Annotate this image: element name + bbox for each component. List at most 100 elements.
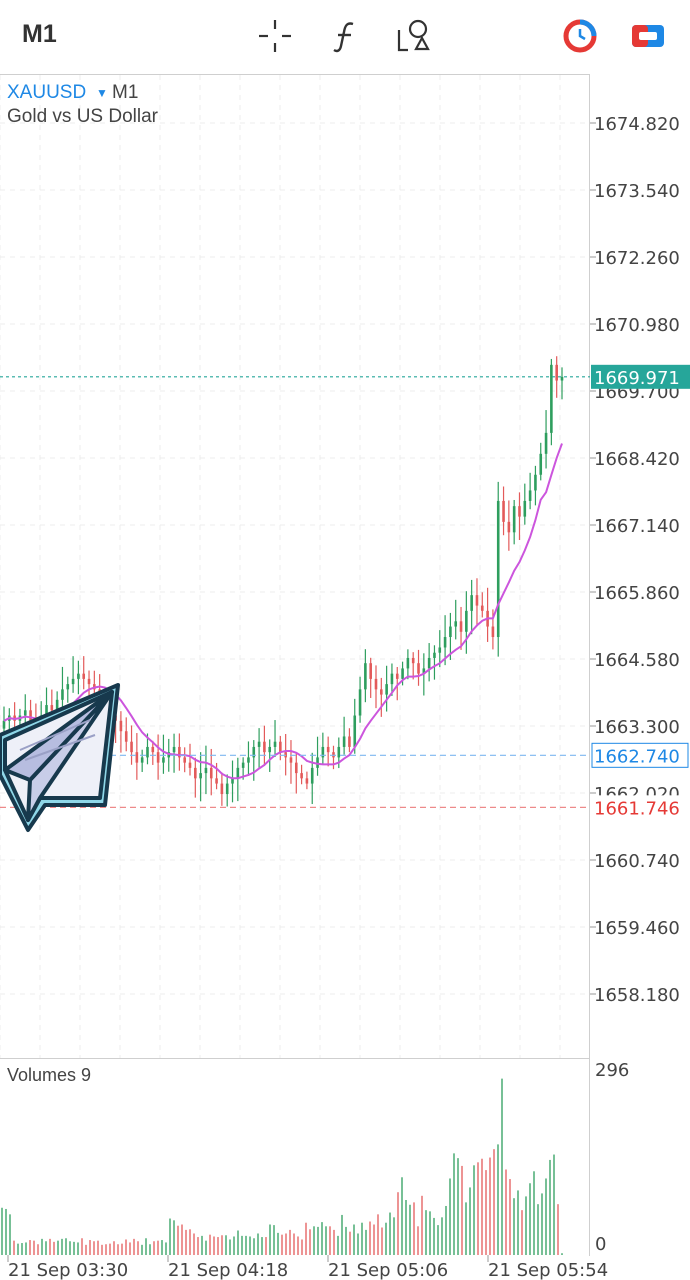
candle-body bbox=[316, 757, 319, 768]
candle-body bbox=[300, 773, 303, 779]
candle-body bbox=[162, 757, 165, 763]
candle-body bbox=[449, 626, 452, 638]
price-axis-label: 1672.260 bbox=[594, 248, 680, 269]
trade-icon[interactable] bbox=[628, 16, 668, 56]
candle-body bbox=[438, 647, 442, 653]
price-axis-label: 1663.300 bbox=[594, 717, 680, 738]
time-axis-label: 21 Sep 04:18 bbox=[168, 1260, 288, 1280]
candle-body bbox=[417, 663, 420, 674]
candle-body bbox=[268, 746, 272, 753]
candle-body bbox=[50, 705, 54, 711]
candle-body bbox=[395, 673, 399, 679]
candle-body bbox=[310, 767, 314, 784]
candle-body bbox=[252, 746, 256, 758]
candle-body bbox=[199, 773, 202, 779]
candle-body bbox=[231, 778, 234, 784]
bid-price-label: 1669.971 bbox=[594, 368, 680, 389]
level-label-red: 1661.746 bbox=[594, 798, 680, 819]
candle-body bbox=[45, 705, 48, 716]
candle-body bbox=[130, 741, 133, 753]
candle-body bbox=[294, 762, 298, 774]
candle-body bbox=[353, 715, 357, 747]
candle-body bbox=[401, 668, 404, 679]
bid-price-tag bbox=[591, 364, 690, 389]
candle-body bbox=[2, 720, 6, 729]
price-axis-label: 1660.740 bbox=[594, 851, 680, 872]
candle-body bbox=[156, 752, 160, 763]
time-axis-label: 21 Sep 05:54 bbox=[488, 1260, 608, 1280]
candle-body bbox=[406, 657, 410, 669]
candle-body bbox=[151, 746, 155, 753]
candle-body bbox=[321, 746, 325, 758]
candle-body bbox=[380, 689, 383, 695]
candle-body bbox=[61, 689, 64, 700]
candle-body bbox=[140, 757, 144, 763]
candle-body bbox=[263, 741, 266, 753]
candle-body bbox=[225, 783, 229, 795]
candle-body bbox=[29, 710, 32, 721]
candle-body bbox=[374, 678, 378, 690]
price-axis-label: 1664.580 bbox=[594, 650, 680, 671]
candle-body bbox=[178, 746, 181, 758]
candle-body bbox=[247, 757, 250, 763]
symbol-label[interactable]: XAUUSD bbox=[7, 82, 87, 103]
candle-body bbox=[369, 663, 372, 679]
time-axis-label: 21 Sep 03:30 bbox=[8, 1260, 128, 1280]
one-click-trading-icon[interactable] bbox=[560, 16, 600, 56]
indicators-icon[interactable] bbox=[325, 16, 365, 56]
objects-icon[interactable] bbox=[394, 16, 434, 56]
symbol-dropdown-icon[interactable]: ▼ bbox=[96, 86, 108, 100]
candle-body bbox=[507, 521, 511, 533]
candle-body bbox=[119, 720, 123, 732]
top-toolbar: M1 bbox=[0, 0, 690, 74]
candle-body bbox=[82, 673, 86, 679]
candle-body bbox=[71, 678, 75, 685]
candle-body bbox=[146, 746, 149, 758]
candle-body bbox=[364, 663, 367, 690]
candle-body bbox=[411, 657, 415, 664]
candle-body bbox=[385, 684, 388, 695]
candle-body bbox=[348, 736, 351, 747]
candle-body bbox=[215, 778, 218, 784]
level-label-blue: 1662.740 bbox=[594, 746, 680, 767]
candle-body bbox=[475, 595, 479, 606]
candle-body bbox=[183, 757, 186, 763]
candle-body bbox=[534, 474, 537, 491]
candle-body bbox=[66, 684, 70, 690]
candle-body bbox=[188, 762, 192, 768]
candle-body bbox=[550, 364, 553, 433]
candle-body bbox=[512, 506, 516, 533]
candle-body bbox=[523, 500, 527, 517]
price-axis-label: 1667.140 bbox=[594, 516, 680, 537]
candle-body bbox=[422, 668, 426, 674]
candle-body bbox=[496, 500, 500, 638]
candle-body bbox=[358, 689, 362, 716]
candle-body bbox=[305, 778, 309, 784]
price-axis-label: 1659.460 bbox=[594, 918, 680, 939]
candle-body bbox=[502, 500, 505, 522]
candle-body bbox=[491, 626, 495, 638]
candle-body bbox=[236, 767, 240, 779]
candle-body bbox=[443, 637, 447, 648]
symbol-description: Gold vs US Dollar bbox=[7, 106, 158, 127]
paper-plane-icon bbox=[0, 683, 120, 832]
crosshair-icon[interactable] bbox=[255, 16, 295, 56]
candle-body bbox=[220, 783, 224, 795]
volume-axis-label: 0 bbox=[595, 1234, 606, 1255]
candle-body bbox=[135, 752, 139, 763]
candle-body bbox=[172, 746, 176, 753]
candle-body bbox=[257, 741, 261, 747]
candle-body bbox=[433, 652, 436, 658]
moving-average-line bbox=[3, 443, 563, 780]
timeframe-button[interactable]: M1 bbox=[22, 20, 57, 48]
candle-body bbox=[480, 605, 484, 611]
candle-body bbox=[87, 678, 91, 685]
candle-body bbox=[560, 376, 564, 381]
level-tag-red bbox=[592, 795, 688, 820]
price-axis-label: 1670.980 bbox=[594, 315, 680, 336]
candle-body bbox=[209, 767, 213, 779]
candle-body bbox=[518, 506, 521, 517]
candle-body bbox=[337, 746, 341, 758]
chart-frame[interactable] bbox=[0, 74, 590, 1256]
